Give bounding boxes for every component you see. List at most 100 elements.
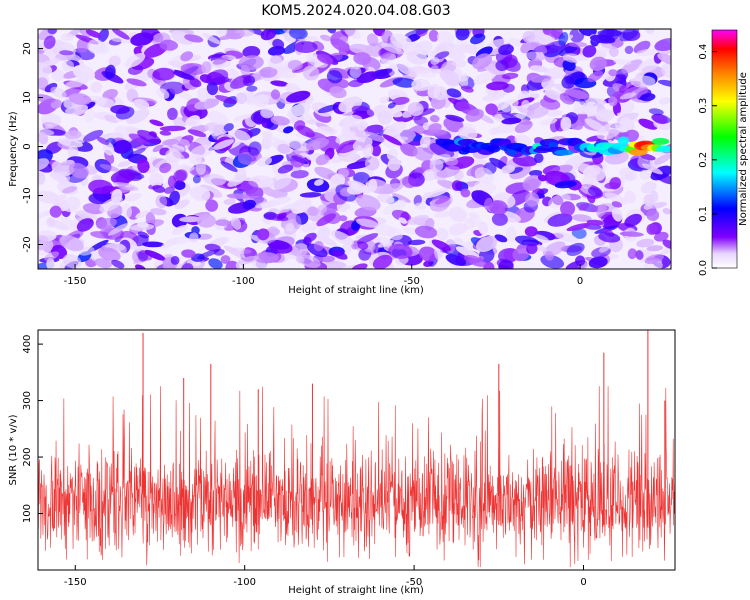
y-tick-label: 300 [22, 391, 33, 410]
heatmap-noise-blob [489, 127, 499, 136]
heatmap-noise-blob [554, 180, 577, 189]
heatmap-noise-blob [189, 186, 211, 202]
heatmap-noise-blob [230, 216, 242, 230]
heatmap-noise-blob [137, 129, 162, 145]
heatmap-noise-blob [299, 192, 322, 198]
heatmap-noise-blob [514, 120, 533, 134]
heatmap-noise-blob [127, 65, 144, 75]
heatmap-noise-blob [61, 33, 74, 42]
y-tick-label: 10 [22, 91, 33, 104]
heatmap-noise-blob [329, 86, 347, 99]
heatmap-noise-blob [524, 226, 538, 237]
heatmap-noise-blob [57, 181, 79, 195]
heatmap-noise-blob [149, 208, 167, 216]
heatmap-noise-blob [367, 33, 379, 47]
heatmap-noise-blob [62, 60, 74, 72]
heatmap-noise-blob [38, 61, 53, 77]
heatmap-noise-blob [137, 158, 150, 174]
colorbar-ticks: 0.0 0.1 0.2 0.3 0.4 [698, 44, 717, 276]
heatmap-noise-blob [458, 74, 469, 88]
heatmap-noise-blob [144, 249, 166, 261]
heatmap-noise-blob [380, 52, 392, 59]
heatmap-noise-blob [553, 231, 579, 243]
heatmap-noise-blob [155, 194, 168, 209]
heatmap-noise-blob [436, 227, 449, 241]
heatmap-noise-blob [643, 194, 654, 207]
heatmap-noise-blob [507, 37, 523, 47]
heatmap-noise-blob [349, 43, 374, 55]
heatmap-noise-blob [277, 164, 294, 174]
heatmap-noise-blob [636, 238, 655, 248]
heatmap-noise-blob [213, 56, 229, 65]
heatmap-noise-blob [136, 221, 149, 229]
heatmap-noise-blob [171, 30, 194, 45]
heatmap-noise-blob [630, 75, 656, 88]
heatmap-noise-blob [428, 29, 439, 42]
heatmap-noise-blob [370, 144, 382, 157]
heatmap-noise-blob [298, 254, 321, 269]
heatmap-noise-blob [290, 154, 305, 168]
colorbar: 0.0 0.1 0.2 0.3 0.4 Normalized spectral ampl… [698, 29, 749, 276]
heatmap-noise-blob [364, 156, 380, 171]
x-tick-label: -150 [64, 276, 87, 287]
heatmap-noise-blob [473, 70, 497, 85]
heatmap-noise-blob [558, 31, 569, 46]
heatmap-noise-blob [180, 63, 207, 75]
heatmap-noise-blob [326, 70, 343, 84]
heatmap-noise-blob [346, 184, 365, 195]
heatmap-noise-blob [159, 162, 172, 174]
heatmap-noise-blob [108, 55, 121, 67]
heatmap-noise-blob [377, 110, 393, 125]
heatmap-noise-blob [287, 60, 303, 71]
heatmap-noise-blob [230, 74, 252, 89]
heatmap-noise-blob [418, 246, 438, 262]
heatmap-noise-blob [315, 154, 330, 166]
heatmap-noise-blob [351, 263, 368, 269]
heatmap-noise-blob [90, 231, 113, 239]
heatmap-noise-blob [241, 180, 259, 194]
heatmap-noise-blob [349, 66, 362, 79]
heatmap-noise-blob [522, 174, 542, 192]
heatmap-noise-blob [247, 141, 262, 156]
heatmap-noise-blob [624, 45, 634, 55]
heatmap-noise-blob [472, 53, 493, 70]
heatmap-signal-blob [554, 149, 574, 156]
heatmap-signal-blob [655, 145, 671, 153]
heatmap-noise-blob [316, 213, 337, 227]
heatmap-noise-blob [575, 163, 598, 176]
heatmap-noise-blob [539, 118, 558, 126]
heatmap-noise-blob [38, 94, 55, 104]
heatmap-noise-blob [111, 259, 125, 269]
heatmap-noise-blob [88, 192, 111, 205]
heatmap-noise-blob [169, 190, 180, 206]
heatmap-noise-blob [621, 59, 643, 74]
heatmap-noise-blob [598, 232, 621, 243]
heatmap-noise-blob [286, 90, 311, 103]
heatmap-noise-blob [208, 258, 223, 269]
heatmap-noise-blob [110, 170, 136, 184]
heatmap-noise-blob [41, 113, 62, 127]
heatmap-noise-blob [526, 106, 549, 119]
heatmap-noise-blob [568, 41, 588, 48]
heatmap-noise-blob [355, 194, 381, 211]
heatmap-noise-blob [180, 51, 194, 62]
heatmap-noise-blob [202, 173, 227, 186]
heatmap-noise-blob [206, 69, 229, 86]
heatmap-noise-blob [152, 184, 166, 193]
heatmap-noise-blob [388, 243, 413, 259]
heatmap-noise-blob [525, 192, 540, 207]
heatmap-noise-blob [268, 196, 292, 206]
heatmap-noise-blob [428, 123, 442, 133]
snr-y-ticks: 100 200 300 400 [22, 335, 43, 523]
heatmap-noise-blob [313, 241, 324, 252]
heatmap-noise-blob [525, 51, 546, 61]
heatmap-noise-blob [381, 30, 394, 44]
heatmap-noise-blob [344, 114, 363, 128]
heatmap-noise-blob [133, 98, 150, 110]
heatmap-noise-blob [142, 241, 164, 248]
heatmap-noise-blob [126, 78, 147, 87]
y-tick-label: 100 [22, 504, 33, 523]
heatmap-noise-blob [319, 255, 335, 263]
heatmap-noise-blob [283, 126, 294, 134]
